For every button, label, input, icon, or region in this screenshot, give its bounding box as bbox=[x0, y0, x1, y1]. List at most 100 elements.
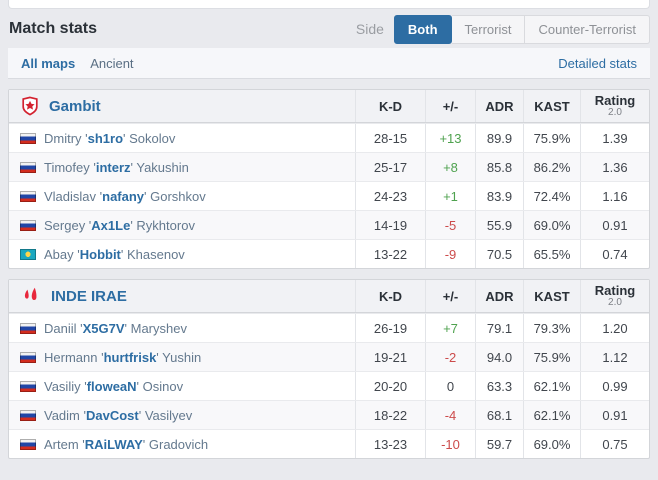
rating-value: 1.16 bbox=[580, 182, 649, 210]
side-filter: Side Both Terrorist Counter-Terrorist bbox=[355, 14, 650, 44]
team-name-link[interactable]: INDE IRAE bbox=[51, 287, 127, 305]
player-row: Vasiliy 'floweaN' Osinov 20-20 0 63.3 62.1% 0… bbox=[9, 371, 649, 400]
detailed-stats-link[interactable]: Detailed stats bbox=[558, 55, 637, 71]
kast-value: 62.1% bbox=[523, 401, 580, 429]
kast-value: 72.4% bbox=[523, 182, 580, 210]
plus-minus-value: -9 bbox=[425, 240, 475, 268]
player-nickname: Hobbit bbox=[79, 246, 121, 262]
rating-value: 0.74 bbox=[580, 240, 649, 268]
team-name-link[interactable]: Gambit bbox=[49, 97, 101, 115]
player-row: Artem 'RAiLWAY' Gradovich 13-23 -10 59.7 69.… bbox=[9, 429, 649, 458]
kast-value: 69.0% bbox=[523, 430, 580, 458]
column-header-adr: ADR bbox=[475, 90, 523, 122]
map-links: All maps Ancient bbox=[21, 56, 134, 71]
player-name-link[interactable]: Vasiliy 'floweaN' Osinov bbox=[44, 378, 184, 394]
player-name-cell: Artem 'RAiLWAY' Gradovich bbox=[9, 430, 355, 458]
kd-value: 19-21 bbox=[355, 343, 425, 371]
adr-value: 68.1 bbox=[475, 401, 523, 429]
player-name-link[interactable]: Abay 'Hobbit' Khasenov bbox=[44, 246, 185, 262]
player-name-link[interactable]: Artem 'RAiLWAY' Gradovich bbox=[44, 436, 209, 452]
map-filter-bar: All maps Ancient Detailed stats bbox=[8, 48, 650, 79]
column-header-kd: K-D bbox=[355, 90, 425, 122]
adr-value: 83.9 bbox=[475, 182, 523, 210]
page-title: Match stats bbox=[9, 20, 98, 37]
plus-minus-value: 0 bbox=[425, 372, 475, 400]
player-name-cell: Timofey 'interz' Yakushin bbox=[9, 153, 355, 181]
kd-value: 25-17 bbox=[355, 153, 425, 181]
player-nickname: DavCost bbox=[85, 407, 139, 423]
kz-flag-icon bbox=[20, 248, 36, 260]
kast-value: 75.9% bbox=[523, 343, 580, 371]
kd-value: 20-20 bbox=[355, 372, 425, 400]
column-header-kast: KAST bbox=[523, 90, 580, 122]
map-filter-all-maps[interactable]: All maps bbox=[21, 55, 76, 71]
kast-value: 75.9% bbox=[523, 124, 580, 152]
player-name-link[interactable]: Timofey 'interz' Yakushin bbox=[44, 159, 189, 175]
player-row: Hermann 'hurtfrisk' Yushin 19-21 -2 94.0 75.… bbox=[9, 342, 649, 371]
player-name-link[interactable]: Sergey 'Ax1Le' Rykhtorov bbox=[44, 217, 195, 233]
player-name-cell: Hermann 'hurtfrisk' Yushin bbox=[9, 343, 355, 371]
column-header-plus-minus: +/- bbox=[425, 90, 475, 122]
player-nickname: hurtfrisk bbox=[103, 349, 157, 365]
side-tab-group: Both Terrorist Counter-Terrorist bbox=[393, 14, 650, 44]
player-row: Dmitry 'sh1ro' Sokolov 28-15 +13 89.9 75.9% 1… bbox=[9, 123, 649, 152]
adr-value: 63.3 bbox=[475, 372, 523, 400]
player-nickname: RAiLWAY bbox=[84, 436, 143, 452]
player-name-link[interactable]: Daniil 'X5G7V' Maryshev bbox=[44, 320, 187, 336]
map-filter-ancient[interactable]: Ancient bbox=[90, 55, 134, 71]
team-table-gambit: Gambit K-D +/- ADR KAST Rating 2.0 Dmitry 'sh1r… bbox=[8, 89, 650, 269]
ru-flag-icon bbox=[20, 351, 36, 363]
player-row: Vladislav 'nafany' Gorshkov 24-23 +1 83.9 72… bbox=[9, 181, 649, 210]
header-bar: Match stats Side Both Terrorist Counter-Te… bbox=[9, 13, 650, 45]
rating-value: 1.36 bbox=[580, 153, 649, 181]
kd-value: 14-19 bbox=[355, 211, 425, 239]
kast-value: 86.2% bbox=[523, 153, 580, 181]
player-nickname: sh1ro bbox=[87, 130, 124, 146]
ru-flag-icon bbox=[20, 190, 36, 202]
player-row: Sergey 'Ax1Le' Rykhtorov 14-19 -5 55.9 69.0%… bbox=[9, 210, 649, 239]
player-name-cell: Dmitry 'sh1ro' Sokolov bbox=[9, 124, 355, 152]
rating-label: Rating bbox=[594, 283, 636, 298]
player-name-cell: Vladislav 'nafany' Gorshkov bbox=[9, 182, 355, 210]
side-filter-label: Side bbox=[355, 21, 384, 37]
player-name-link[interactable]: Vladislav 'nafany' Gorshkov bbox=[44, 188, 206, 204]
kast-value: 69.0% bbox=[523, 211, 580, 239]
rating-value: 0.75 bbox=[580, 430, 649, 458]
team-header-row: Gambit K-D +/- ADR KAST Rating 2.0 bbox=[9, 90, 649, 123]
ru-flag-icon bbox=[20, 438, 36, 450]
kd-value: 28-15 bbox=[355, 124, 425, 152]
player-name-cell: Sergey 'Ax1Le' Rykhtorov bbox=[9, 211, 355, 239]
rating-value: 0.91 bbox=[580, 211, 649, 239]
kast-value: 79.3% bbox=[523, 314, 580, 342]
gambit-logo-icon bbox=[20, 96, 40, 116]
kd-value: 13-23 bbox=[355, 430, 425, 458]
player-row: Timofey 'interz' Yakushin 25-17 +8 85.8 86.2… bbox=[9, 152, 649, 181]
column-header-adr: ADR bbox=[475, 280, 523, 312]
team-header-cell: INDE IRAE bbox=[9, 280, 355, 312]
ru-flag-icon bbox=[20, 161, 36, 173]
column-header-plus-minus: +/- bbox=[425, 280, 475, 312]
column-header-kast: KAST bbox=[523, 280, 580, 312]
adr-value: 89.9 bbox=[475, 124, 523, 152]
side-tab-both[interactable]: Both bbox=[393, 14, 452, 44]
player-name-link[interactable]: Hermann 'hurtfrisk' Yushin bbox=[44, 349, 202, 365]
plus-minus-value: -10 bbox=[425, 430, 475, 458]
player-name-link[interactable]: Dmitry 'sh1ro' Sokolov bbox=[44, 130, 176, 146]
player-row: Abay 'Hobbit' Khasenov 13-22 -9 70.5 65.5% 0.… bbox=[9, 239, 649, 268]
rating-label: Rating bbox=[594, 93, 636, 108]
rating-value: 1.39 bbox=[580, 124, 649, 152]
player-nickname: floweaN bbox=[86, 378, 137, 394]
player-row: Daniil 'X5G7V' Maryshev 26-19 +7 79.1 79.3% 1… bbox=[9, 313, 649, 342]
side-tab-terrorist[interactable]: Terrorist bbox=[451, 14, 526, 44]
side-tab-counter-terrorist[interactable]: Counter-Terrorist bbox=[525, 14, 650, 44]
adr-value: 94.0 bbox=[475, 343, 523, 371]
plus-minus-value: -2 bbox=[425, 343, 475, 371]
player-nickname: nafany bbox=[102, 188, 145, 204]
plus-minus-value: +1 bbox=[425, 182, 475, 210]
previous-panel-edge bbox=[8, 0, 650, 9]
player-name-link[interactable]: Vadim 'DavCost' Vasilyev bbox=[44, 407, 193, 423]
kd-value: 26-19 bbox=[355, 314, 425, 342]
team-table-inde-irae: INDE IRAE K-D +/- ADR KAST Rating 2.0 Daniil 'X… bbox=[8, 279, 650, 459]
plus-minus-value: +13 bbox=[425, 124, 475, 152]
